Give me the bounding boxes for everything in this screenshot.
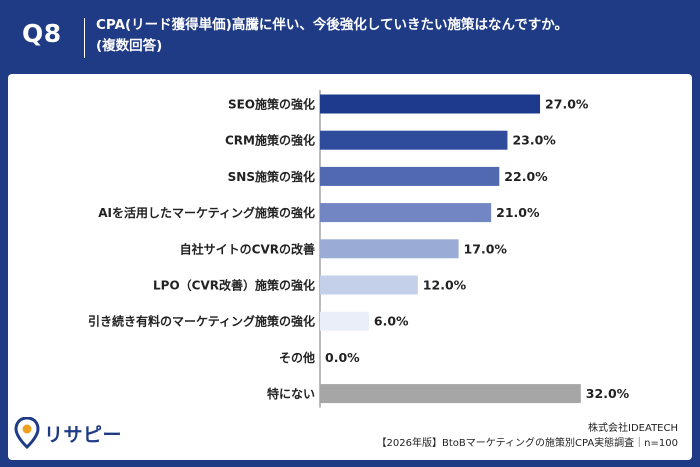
value-label: 32.0% bbox=[586, 386, 630, 401]
category-label: SEO施策の強化 bbox=[228, 97, 315, 112]
value-label: 22.0% bbox=[504, 169, 548, 184]
value-label: 27.0% bbox=[545, 97, 589, 112]
category-label: AIを活用したマーケティング施策の強化 bbox=[98, 205, 315, 220]
bar bbox=[320, 275, 418, 295]
category-label: 特にない bbox=[267, 386, 315, 401]
value-label: 23.0% bbox=[512, 133, 556, 148]
category-label: 引き続き有料のマーケティング施策の強化 bbox=[88, 314, 315, 329]
header: Q8 CPA(リード獲得単価)高騰に伴い、今後強化していきたい施策はなんですか。… bbox=[0, 0, 700, 74]
header-divider bbox=[84, 18, 85, 58]
location-pin-icon bbox=[14, 417, 40, 449]
value-label: 21.0% bbox=[496, 205, 540, 220]
bar bbox=[320, 311, 369, 331]
question-title: CPA(リード獲得単価)高騰に伴い、今後強化していきたい施策はなんですか。 (複… bbox=[96, 15, 686, 57]
category-label: CRM施策の強化 bbox=[225, 133, 315, 148]
category-label: 自社サイトのCVRの改善 bbox=[180, 241, 315, 256]
value-label: 17.0% bbox=[464, 241, 508, 256]
value-label: 0.0% bbox=[325, 350, 360, 365]
question-title-line2: (複数回答) bbox=[96, 38, 163, 54]
bar bbox=[320, 94, 541, 114]
company-name: 株式会社IDEATECH bbox=[588, 423, 678, 434]
category-label: SNS施策の強化 bbox=[228, 169, 315, 184]
brand-logo: リサピー bbox=[14, 416, 122, 450]
bar bbox=[320, 384, 581, 404]
bar bbox=[320, 239, 459, 259]
bar bbox=[320, 166, 500, 186]
question-number: Q8 bbox=[22, 19, 62, 48]
brand-logo-text: リサピー bbox=[44, 423, 123, 446]
bar bbox=[320, 130, 508, 150]
value-label: 6.0% bbox=[374, 314, 409, 329]
value-label: 12.0% bbox=[423, 278, 467, 293]
bar bbox=[320, 203, 492, 223]
source-footer: 株式会社IDEATECH 【2026年版】BtoBマーケティングの施策別CPA実… bbox=[377, 421, 678, 451]
question-title-line1: CPA(リード獲得単価)高騰に伴い、今後強化していきたい施策はなんですか。 bbox=[96, 17, 568, 33]
survey-name: 【2026年版】BtoBマーケティングの施策別CPA実態調査｜n=100 bbox=[376, 438, 678, 449]
category-label: その他 bbox=[279, 350, 315, 365]
category-label: LPO（CVR改善）施策の強化 bbox=[153, 278, 315, 293]
